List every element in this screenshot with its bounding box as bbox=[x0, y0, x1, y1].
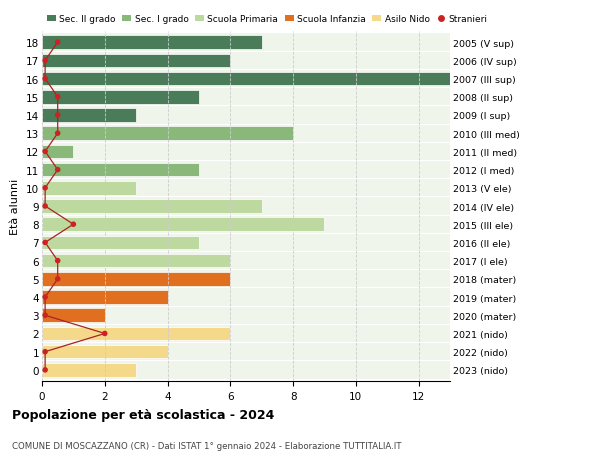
Bar bbox=[42, 182, 136, 195]
Point bbox=[53, 112, 62, 119]
Text: Popolazione per età scolastica - 2024: Popolazione per età scolastica - 2024 bbox=[12, 409, 274, 421]
Point bbox=[40, 294, 50, 301]
Bar bbox=[42, 327, 230, 341]
Bar bbox=[42, 71, 450, 88]
Point bbox=[40, 148, 50, 156]
Bar bbox=[42, 143, 450, 161]
Bar bbox=[42, 289, 450, 306]
Bar bbox=[42, 236, 199, 250]
Text: Anni di nascita: Anni di nascita bbox=[597, 165, 600, 248]
Bar bbox=[42, 218, 325, 231]
Point bbox=[53, 130, 62, 138]
Bar bbox=[42, 291, 167, 304]
Bar bbox=[42, 234, 450, 252]
Point bbox=[40, 185, 50, 192]
Point bbox=[40, 348, 50, 356]
Bar bbox=[42, 363, 136, 377]
Bar bbox=[42, 54, 230, 68]
Legend: Sec. II grado, Sec. I grado, Scuola Primaria, Scuola Infanzia, Asilo Nido, Stran: Sec. II grado, Sec. I grado, Scuola Prim… bbox=[47, 15, 488, 24]
Bar bbox=[42, 89, 450, 106]
Bar bbox=[42, 200, 262, 213]
Bar bbox=[42, 109, 136, 123]
Bar bbox=[42, 125, 450, 142]
Point bbox=[53, 275, 62, 283]
Bar bbox=[42, 216, 450, 233]
Bar bbox=[42, 127, 293, 141]
Point bbox=[53, 167, 62, 174]
Point bbox=[40, 239, 50, 246]
Bar bbox=[42, 145, 73, 159]
Bar bbox=[42, 325, 450, 342]
Point bbox=[68, 221, 78, 229]
Bar bbox=[42, 163, 199, 177]
Bar bbox=[42, 36, 262, 50]
Bar bbox=[42, 91, 199, 104]
Point bbox=[40, 76, 50, 83]
Bar bbox=[42, 343, 450, 360]
Point bbox=[53, 257, 62, 265]
Point bbox=[53, 94, 62, 101]
Point bbox=[40, 366, 50, 374]
Bar bbox=[42, 73, 450, 86]
Bar bbox=[42, 252, 450, 270]
Point bbox=[40, 312, 50, 319]
Bar bbox=[42, 162, 450, 179]
Bar bbox=[42, 307, 450, 324]
Bar bbox=[42, 254, 230, 268]
Bar bbox=[42, 309, 105, 322]
Bar bbox=[42, 180, 450, 197]
Bar bbox=[42, 107, 450, 124]
Y-axis label: Età alunni: Età alunni bbox=[10, 179, 20, 235]
Bar bbox=[42, 272, 230, 286]
Point bbox=[40, 203, 50, 210]
Text: COMUNE DI MOSCAZZANO (CR) - Dati ISTAT 1° gennaio 2024 - Elaborazione TUTTITALIA: COMUNE DI MOSCAZZANO (CR) - Dati ISTAT 1… bbox=[12, 441, 401, 450]
Bar bbox=[42, 345, 167, 359]
Point bbox=[40, 57, 50, 65]
Point bbox=[100, 330, 110, 337]
Bar bbox=[42, 34, 450, 52]
Bar bbox=[42, 198, 450, 215]
Bar bbox=[42, 271, 450, 288]
Bar bbox=[42, 53, 450, 70]
Bar bbox=[42, 361, 450, 379]
Point bbox=[53, 39, 62, 47]
